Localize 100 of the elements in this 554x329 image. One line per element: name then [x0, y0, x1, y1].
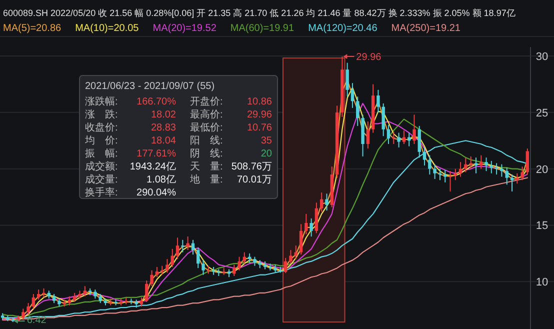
- annotation: 6.42: [26, 315, 47, 326]
- candlestick: [448, 170, 452, 192]
- annotation: 收盘价:: [85, 122, 118, 134]
- candlestick: [170, 248, 174, 268]
- candlestick: [469, 156, 472, 170]
- annotation: 10.76: [246, 122, 272, 134]
- candlestick: [176, 237, 180, 260]
- candlestick: [98, 294, 102, 304]
- text: MA(250)=19.21: [391, 23, 461, 34]
- candlestick: [166, 258, 169, 274]
- annotation: 166.70%: [136, 96, 176, 108]
- candlestick: [22, 308, 25, 320]
- candlestick: [32, 294, 36, 310]
- text: MA(60)=19.91: [230, 23, 294, 34]
- annotation: 10.86: [246, 96, 272, 108]
- candlestick: [346, 62, 349, 98]
- candlestick: [376, 89, 380, 113]
- y-tick-label: 25: [536, 107, 548, 120]
- candlestick: [238, 256, 241, 271]
- annotation: 最高价:: [190, 108, 223, 120]
- candlestick: [433, 164, 436, 180]
- candlestick: [202, 260, 205, 276]
- candlestick: [480, 154, 483, 170]
- candlestick: [242, 252, 246, 264]
- annotation: 29.96: [356, 52, 382, 63]
- candlestick: [145, 280, 148, 302]
- candlestick: [304, 213, 308, 235]
- candlestick: [458, 162, 462, 178]
- candlestick: [181, 239, 184, 253]
- candlestick: [382, 102, 385, 137]
- candlestick: [484, 157, 488, 172]
- y-tick-label: 20: [536, 164, 548, 176]
- candlestick: [191, 239, 195, 256]
- candlestick: [422, 146, 426, 166]
- candlestick: [150, 270, 154, 287]
- candlestick: [500, 164, 504, 178]
- candlestick: [397, 132, 400, 148]
- candlestick: [155, 266, 159, 278]
- annotation: 换手率:: [85, 186, 118, 198]
- annotation: 18.04: [150, 136, 176, 146]
- annotation: 涨 跌:: [85, 108, 118, 120]
- candlestick: [526, 148, 530, 175]
- candlestick: [284, 257, 288, 274]
- annotation: 28.83: [150, 122, 176, 134]
- candlestick: [428, 154, 432, 175]
- candlestick: [412, 114, 416, 145]
- text: MA(10)=20.05: [75, 23, 140, 34]
- candlestick: [83, 286, 87, 297]
- y-tick-label: 30: [536, 51, 548, 64]
- annotation: 2021/06/23 - 2021/09/07 (55): [85, 81, 215, 92]
- candlestick: [505, 167, 508, 186]
- candlestick: [36, 289, 40, 300]
- annotation: 最低价:: [190, 122, 223, 134]
- candlestick: [366, 120, 370, 150]
- annotation: 均 价:: [84, 134, 118, 146]
- candlestick: [232, 264, 236, 276]
- annotation: 天 量:: [190, 162, 223, 172]
- candlestick: [407, 132, 411, 147]
- candlestick: [186, 236, 190, 251]
- candlestick: [392, 131, 396, 145]
- annotation: 开盘价:: [190, 96, 223, 108]
- annotation: 涨跌幅:: [85, 96, 118, 108]
- annotation: 1943.24亿: [130, 162, 176, 172]
- candlestick: [314, 202, 318, 234]
- candlestick: [350, 82, 354, 108]
- text: MA(20)=19.52: [152, 23, 217, 34]
- annotation: 18.02: [150, 110, 176, 120]
- annotation: 29.96: [246, 110, 272, 120]
- chart-title: 600089.SH 2022/05/20 收 21.56 幅 0.28%[0.06] 开 21.35 高 21.70 低 21.26 均 21.46 量 88.42万 换 2.333% 振 2.05% 额 18.97亿: [3, 8, 516, 18]
- y-tick-label: 15: [536, 220, 548, 232]
- candlestick: [26, 302, 30, 315]
- annotation: 地 量:: [189, 174, 223, 186]
- candlestick: [289, 250, 292, 264]
- annotation: 1.08亿: [146, 174, 176, 186]
- candlestick: [299, 224, 303, 256]
- candlestick: [356, 96, 360, 126]
- candlestick: [196, 247, 200, 269]
- y-tick-label: 10: [536, 276, 548, 289]
- annotation: 成交额:: [85, 160, 118, 172]
- annotation: 70.01万: [236, 174, 272, 186]
- annotation: 振 幅:: [85, 148, 118, 160]
- candlestick: [386, 124, 390, 145]
- candlestick: [253, 256, 256, 266]
- candlestick: [94, 289, 97, 300]
- annotation: 177.61%: [136, 148, 176, 160]
- annotation: 35: [260, 136, 272, 146]
- candlestick: [402, 130, 406, 145]
- candlestick: [68, 296, 72, 306]
- annotation: 阳 线:: [190, 134, 223, 146]
- candlestick: [52, 294, 56, 304]
- annotation: 阴 线:: [190, 148, 223, 160]
- candlestick: [464, 157, 468, 173]
- candlestick: [474, 157, 478, 174]
- annotation: 20: [260, 148, 272, 160]
- candlestick: [310, 218, 313, 238]
- candlestick: [520, 166, 524, 181]
- text: MA(5)=20.86: [3, 23, 62, 34]
- text: MA(120)=20.46: [308, 23, 378, 34]
- candlestick: [320, 192, 324, 212]
- candlestick: [418, 125, 421, 158]
